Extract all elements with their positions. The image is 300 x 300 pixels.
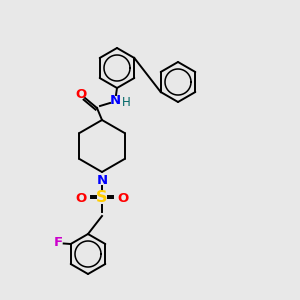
Text: N: N: [110, 94, 121, 106]
Text: O: O: [75, 88, 87, 101]
Text: N: N: [96, 173, 108, 187]
Text: O: O: [75, 191, 87, 205]
Text: S: S: [96, 190, 108, 206]
Text: H: H: [122, 95, 130, 109]
Text: O: O: [117, 191, 129, 205]
Text: F: F: [54, 236, 63, 250]
